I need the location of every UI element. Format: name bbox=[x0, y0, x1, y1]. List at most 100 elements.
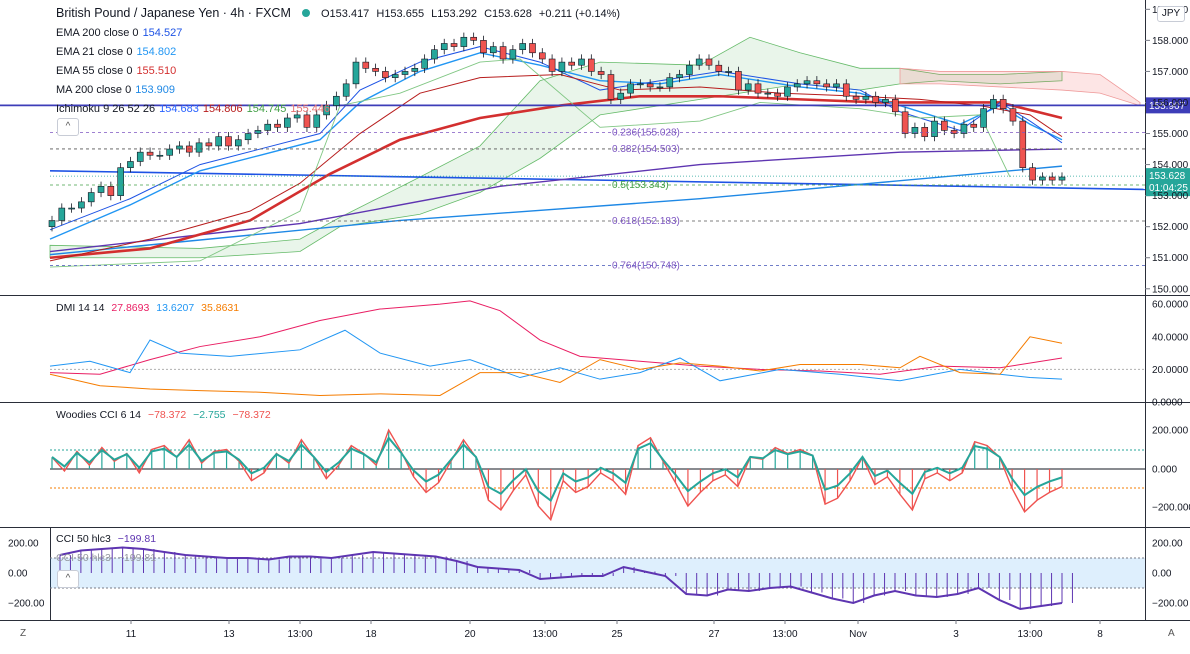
candle-up bbox=[68, 203, 75, 213]
candle-down bbox=[1029, 163, 1036, 185]
candle-up bbox=[509, 45, 517, 64]
candle-body bbox=[195, 142, 203, 153]
candle-down bbox=[941, 116, 948, 136]
candle-up bbox=[342, 79, 350, 101]
ohlc-low: L153.292 bbox=[431, 8, 478, 20]
candle-down bbox=[1019, 116, 1027, 173]
ma200-line bbox=[49, 165, 1063, 256]
candle-body bbox=[156, 154, 164, 157]
candle-up bbox=[931, 116, 938, 142]
candle-body bbox=[215, 136, 222, 147]
candle-body bbox=[950, 130, 958, 134]
legend-row-ema21[interactable]: EMA 21 close 0 154.802 bbox=[56, 46, 177, 58]
time-axis-label: 13:00 bbox=[1017, 629, 1042, 640]
legend-row-ichimoku[interactable]: Ichimoku 9 26 52 26 154.683 154.806 154.745… bbox=[56, 103, 331, 115]
auto-scale-button[interactable]: A bbox=[1168, 628, 1175, 639]
candle-up bbox=[97, 181, 105, 198]
candle-up bbox=[333, 91, 340, 111]
candle-down bbox=[382, 66, 389, 83]
candle-up bbox=[391, 69, 399, 83]
candle-up bbox=[284, 113, 291, 132]
time-axis-label: 25 bbox=[611, 629, 623, 640]
candle-body bbox=[274, 123, 281, 128]
candle-down bbox=[715, 60, 723, 77]
time-axis-label: 13:00 bbox=[287, 629, 312, 640]
candle-up bbox=[578, 54, 585, 70]
candle-up bbox=[127, 156, 134, 173]
candle-down bbox=[892, 94, 899, 117]
pane-separators bbox=[0, 0, 1190, 621]
currency-badge[interactable]: JPY bbox=[1157, 6, 1185, 22]
candle-body bbox=[127, 161, 134, 168]
candle-down bbox=[107, 181, 115, 201]
candle-body bbox=[176, 145, 183, 150]
candle-up bbox=[744, 79, 752, 95]
candle-body bbox=[793, 83, 801, 88]
candle-down bbox=[813, 76, 821, 89]
candle-body bbox=[313, 114, 321, 128]
candle-body bbox=[568, 61, 576, 66]
woodies-tick-label: −200.000 bbox=[1152, 503, 1190, 514]
dmi-tick-label: 40.0000 bbox=[1152, 332, 1189, 343]
ohlc-change: +0.211 (+0.14%) bbox=[538, 8, 621, 20]
collapse-legend-button[interactable]: ^ bbox=[57, 118, 79, 136]
woodies-turbo-line bbox=[51, 435, 1063, 503]
cci-legend[interactable]: CCI 50 hlc3 −199.81 bbox=[56, 533, 157, 545]
woodies-legend[interactable]: Woodies CCI 6 14 −78.372 −2.755 −78.372 bbox=[56, 409, 271, 421]
ema200-line bbox=[49, 148, 1063, 253]
candle-body bbox=[78, 201, 85, 209]
hline-badge bbox=[1146, 97, 1190, 114]
candle-up bbox=[58, 203, 66, 226]
candle-down bbox=[480, 35, 487, 58]
cci-tick-label-right: 0.00 bbox=[1152, 569, 1172, 580]
candle-body bbox=[450, 43, 458, 47]
candle-body bbox=[1019, 120, 1027, 168]
candle-body bbox=[352, 61, 360, 85]
candle-up bbox=[803, 76, 811, 89]
collapse-cci-button[interactable]: ^ bbox=[57, 570, 79, 588]
fib-label: 0.618(152.183) bbox=[612, 216, 680, 227]
candle-up bbox=[431, 45, 438, 64]
candle-down bbox=[901, 107, 909, 139]
cci-legend-echo: CCI 50 hlc3 −199.81 bbox=[56, 552, 157, 564]
candle-down bbox=[274, 119, 281, 132]
dmi-legend[interactable]: DMI 14 14 27.8693 13.6207 35.8631 bbox=[56, 302, 240, 314]
candle-body bbox=[597, 71, 605, 75]
candle-body bbox=[744, 83, 752, 91]
hline-badge-label: 155.907 bbox=[1149, 101, 1186, 112]
time-axis-label: 18 bbox=[365, 629, 377, 640]
candle-up bbox=[637, 79, 644, 89]
candle-up bbox=[617, 88, 625, 105]
candle-down bbox=[970, 119, 978, 132]
candle-body bbox=[431, 49, 438, 60]
candle-body bbox=[980, 108, 987, 128]
candle-down bbox=[362, 57, 370, 73]
price-tick-label: 158.000 bbox=[1152, 36, 1189, 47]
candle-body bbox=[323, 105, 330, 116]
candle-up bbox=[725, 66, 732, 77]
candle-down bbox=[921, 122, 929, 142]
price-tick-label: 155.000 bbox=[1152, 129, 1189, 140]
candle-up bbox=[656, 82, 664, 92]
candle-body bbox=[293, 114, 301, 119]
legend-row-ema200[interactable]: EMA 200 close 0 154.527 bbox=[56, 27, 183, 39]
candle-body bbox=[774, 92, 781, 97]
zoom-left-button[interactable]: Z bbox=[20, 628, 27, 639]
candle-up bbox=[254, 125, 262, 139]
time-axis-label: 8 bbox=[1097, 629, 1103, 640]
candle-body bbox=[391, 74, 399, 78]
candle-body bbox=[656, 86, 664, 89]
candle-up bbox=[519, 38, 526, 55]
candle-down bbox=[774, 88, 781, 101]
legend-row-ema55[interactable]: EMA 55 close 0 155.510 bbox=[56, 65, 177, 77]
candle-body bbox=[735, 71, 742, 91]
legend-row-ma200[interactable]: MA 200 close 0 153.909 bbox=[56, 84, 175, 96]
candle-up bbox=[176, 141, 183, 154]
candle-down bbox=[607, 69, 615, 105]
candle-up bbox=[990, 94, 997, 114]
candle-body bbox=[421, 58, 428, 69]
candle-body bbox=[911, 127, 919, 134]
candle-up bbox=[440, 38, 448, 55]
candle-body bbox=[470, 36, 477, 41]
